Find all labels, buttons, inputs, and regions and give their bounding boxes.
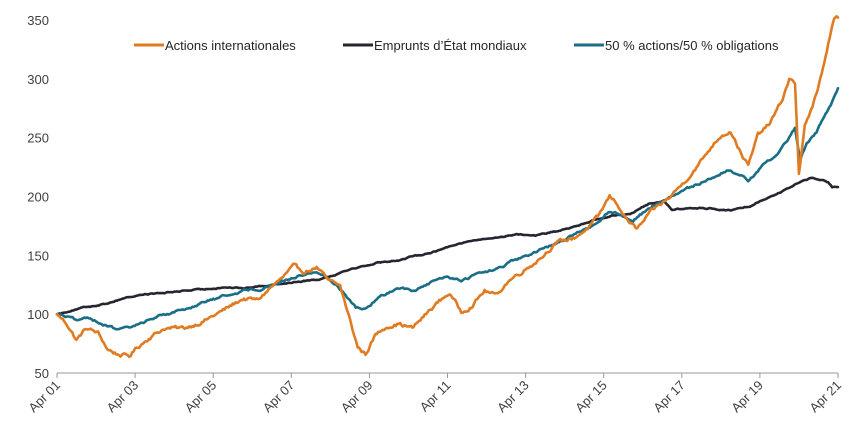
x-tick-label: Apr 21	[806, 378, 844, 416]
y-tick-label: 150	[27, 248, 49, 263]
x-tick-label: Apr 19	[728, 378, 766, 416]
legend-label: Emprunts d’État mondiaux	[374, 38, 527, 53]
x-tick-label: Apr 07	[260, 378, 298, 416]
series-line-1	[55, 176, 840, 316]
x-tick-label: Apr 05	[182, 378, 220, 416]
x-tick-label: Apr 13	[494, 378, 532, 416]
series-line-2	[55, 86, 840, 331]
x-tick-label: Apr 17	[650, 378, 688, 416]
x-tick-label: Apr 11	[417, 378, 454, 415]
x-tick-label: Apr 01	[25, 378, 63, 416]
legend: Actions internationales Emprunts d’État m…	[134, 38, 779, 53]
y-tick-label: 350	[27, 13, 49, 28]
y-tick-label: 50	[35, 366, 49, 381]
series-layer	[55, 15, 840, 359]
x-tick-label: Apr 15	[572, 378, 610, 416]
y-tick-label: 100	[27, 307, 49, 322]
x-tick-label: Apr 03	[104, 378, 142, 416]
y-axis: 50 100 150 200 250 300 350	[27, 13, 49, 381]
x-axis: Apr 01 Apr 03 Apr 05 Apr 07 Apr 09 Apr 11 Apr …	[25, 372, 844, 416]
y-tick-label: 200	[27, 190, 49, 205]
y-tick-label: 300	[27, 72, 49, 87]
y-tick-label: 250	[27, 131, 49, 146]
series-line-0	[55, 15, 840, 359]
legend-label: 50 % actions/50 % obligations	[605, 38, 779, 53]
legend-label: Actions internationales	[165, 38, 296, 53]
x-tick-label: Apr 09	[338, 378, 376, 416]
